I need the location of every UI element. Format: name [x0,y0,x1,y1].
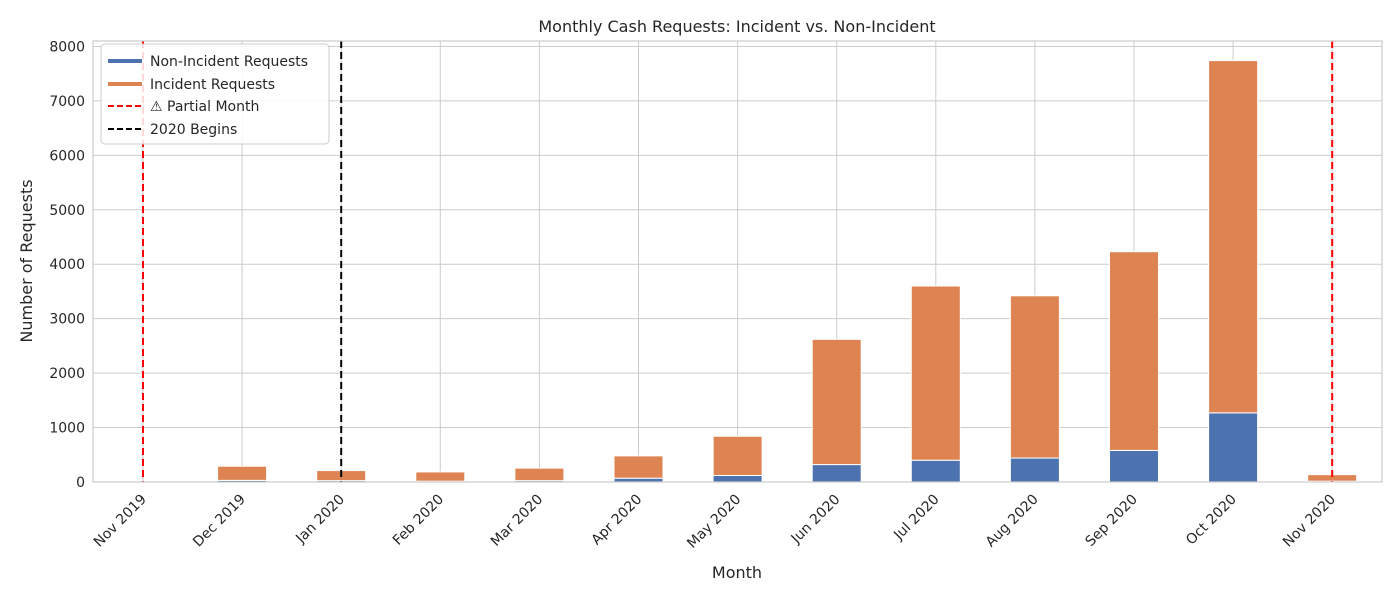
bar-incident [1208,60,1259,414]
x-tick-label: May 2020 [684,492,744,552]
x-tick-label: Apr 2020 [589,492,646,549]
bar-incident [910,285,961,461]
plot-frame [92,40,1383,483]
x-tick-label: Jun 2020 [788,492,844,548]
bar-incident [1009,295,1060,459]
x-tick-label: Dec 2019 [190,492,249,551]
bar-incident [514,467,565,482]
legend-box [100,43,330,145]
reference-lines [142,41,1334,482]
x-tick-label: Jul 2020 [890,492,942,544]
bar-incident [613,455,664,479]
chart-title: Monthly Cash Requests: Incident vs. Non-… [538,17,935,36]
y-tick-labels: 0 1000 2000 3000 4000 5000 6000 7000 8000 [49,39,85,491]
y-axis-title: Number of Requests [17,179,36,342]
bar-incident [415,471,466,482]
bar-non-incident [1208,412,1259,483]
x-tick-label: Mar 2020 [488,492,546,550]
y-tick-label: 4000 [49,257,85,273]
bar-non-incident [811,464,862,483]
y-tick-label: 7000 [49,94,85,110]
bar-incident [217,465,268,481]
y-tick-label: 1000 [49,421,85,437]
y-tick-label: 3000 [49,312,85,328]
x-tick-label: Feb 2020 [390,492,447,549]
y-tick-label: 6000 [49,148,85,164]
y-tick-label: 2000 [49,366,85,382]
y-tick-label: 8000 [49,39,85,55]
bar-non-incident [1009,457,1060,483]
y-tick-label: 0 [76,475,85,491]
bar-non-incident [910,459,961,483]
bar-incident [1109,251,1159,451]
bar-incident [712,435,763,476]
legend-label-partial-month: ⚠ Partial Month [150,99,259,115]
legend-label-incident: Incident Requests [150,77,275,93]
x-tick-label: Jan 2020 [292,492,348,548]
legend: Non-Incident Requests Incident Requests … [100,43,330,145]
bar-incident [811,338,862,466]
x-tick-label: Aug 2020 [983,492,1042,551]
legend-label-2020-begins: 2020 Begins [150,122,237,138]
x-tick-label: Nov 2019 [91,492,150,551]
x-tick-label: Nov 2020 [1280,492,1339,551]
x-tick-label: Oct 2020 [1183,492,1240,549]
y-tick-label: 5000 [49,203,85,219]
bar-non-incident [1109,449,1159,483]
x-tick-label: Sep 2020 [1083,492,1141,550]
bar-non-incident [712,474,763,483]
legend-label-non-incident: Non-Incident Requests [150,54,308,70]
x-tick-labels: Nov 2019 Dec 2019 Jan 2020 Feb 2020 Mar 2020… [91,492,1339,552]
x-axis-title: Month [712,563,762,582]
